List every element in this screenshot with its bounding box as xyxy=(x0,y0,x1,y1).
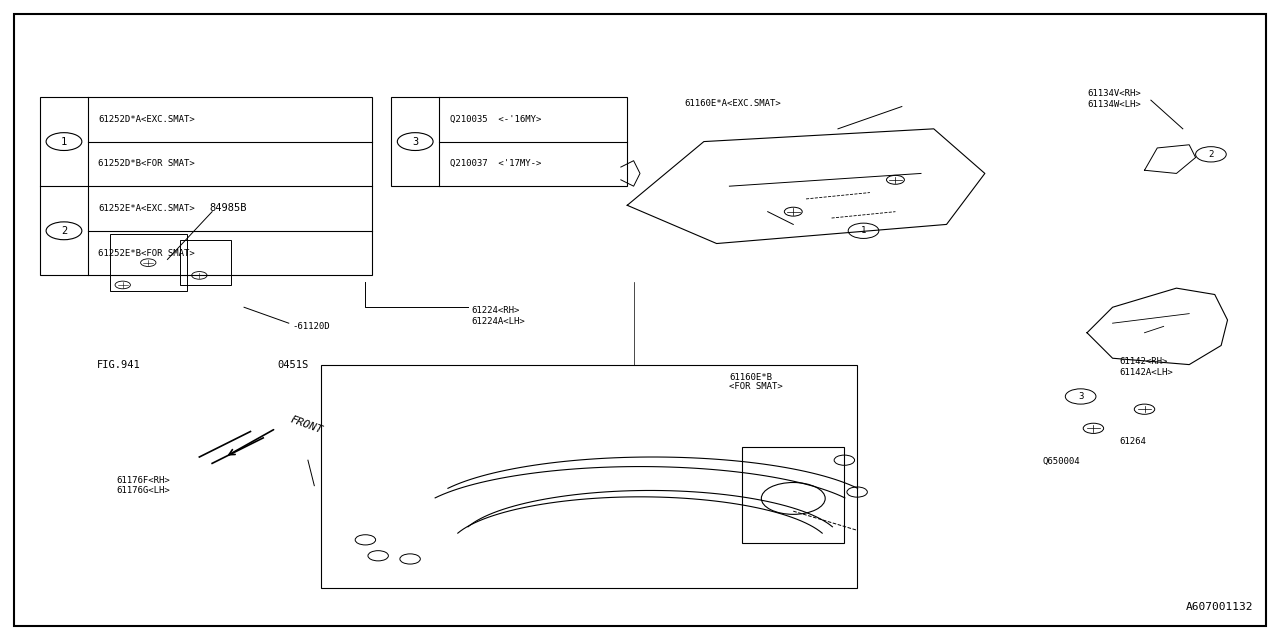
Text: 61252E*B<FOR SMAT>: 61252E*B<FOR SMAT> xyxy=(99,248,196,257)
Text: 61176G<LH>: 61176G<LH> xyxy=(116,486,170,495)
Text: 84985B: 84985B xyxy=(210,204,247,214)
Text: Q650004: Q650004 xyxy=(1042,457,1080,466)
Text: 61160E*B: 61160E*B xyxy=(730,373,772,382)
Text: 2: 2 xyxy=(1208,150,1213,159)
Bar xyxy=(321,365,858,588)
Text: 61224<RH>: 61224<RH> xyxy=(471,306,520,315)
Text: A607001132: A607001132 xyxy=(1185,602,1253,612)
Text: Q210037  <'17MY->: Q210037 <'17MY-> xyxy=(449,159,541,168)
Text: 1: 1 xyxy=(861,227,867,236)
Text: 3: 3 xyxy=(1078,392,1083,401)
Text: 61252E*A<EXC.SMAT>: 61252E*A<EXC.SMAT> xyxy=(99,204,196,213)
Text: 3: 3 xyxy=(412,136,419,147)
Text: 61252D*A<EXC.SMAT>: 61252D*A<EXC.SMAT> xyxy=(99,115,196,124)
Text: Q210035  <-'16MY>: Q210035 <-'16MY> xyxy=(449,115,541,124)
Text: -61120D: -61120D xyxy=(293,322,330,331)
Text: 61160E*A<EXC.SMAT>: 61160E*A<EXC.SMAT> xyxy=(685,99,782,108)
Text: 61142<RH>: 61142<RH> xyxy=(1119,357,1167,366)
Bar xyxy=(390,97,627,186)
Text: 0451S: 0451S xyxy=(276,360,308,370)
Text: FRONT: FRONT xyxy=(289,415,324,436)
Text: 1: 1 xyxy=(61,136,67,147)
Text: 61224A<LH>: 61224A<LH> xyxy=(471,317,525,326)
Bar xyxy=(110,234,187,291)
Text: 61134V<RH>: 61134V<RH> xyxy=(1087,90,1140,99)
Text: 61134W<LH>: 61134W<LH> xyxy=(1087,100,1140,109)
Text: <FOR SMAT>: <FOR SMAT> xyxy=(730,383,783,392)
Bar xyxy=(40,97,371,275)
Text: FIG.941: FIG.941 xyxy=(97,360,141,370)
Bar xyxy=(742,447,845,543)
Text: 61264: 61264 xyxy=(1119,436,1146,445)
Text: 2: 2 xyxy=(61,226,67,236)
Text: 61252D*B<FOR SMAT>: 61252D*B<FOR SMAT> xyxy=(99,159,196,168)
Text: 61142A<LH>: 61142A<LH> xyxy=(1119,368,1172,377)
Text: 61176F<RH>: 61176F<RH> xyxy=(116,476,170,485)
Bar xyxy=(180,241,232,285)
